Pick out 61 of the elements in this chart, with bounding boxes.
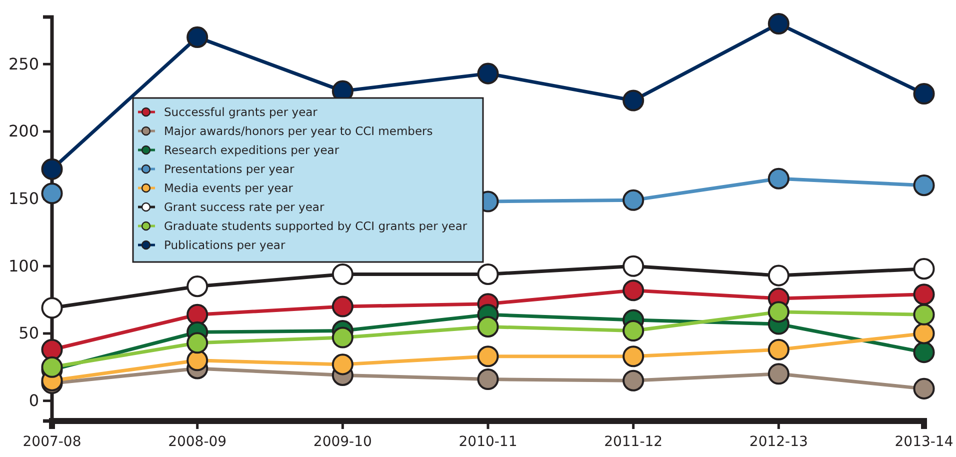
y-tick-label: 150 xyxy=(8,188,39,208)
point xyxy=(913,83,935,105)
point xyxy=(477,346,499,368)
point xyxy=(41,182,63,204)
point xyxy=(186,350,208,372)
point xyxy=(186,332,208,354)
point xyxy=(622,346,644,368)
y-tick-label: 100 xyxy=(8,256,39,276)
point xyxy=(186,304,208,326)
point xyxy=(913,174,935,196)
legend-label: Grant success rate per year xyxy=(164,200,324,214)
point xyxy=(768,363,790,385)
point xyxy=(41,356,63,378)
point xyxy=(768,168,790,190)
x-tick-label: 2013-14 xyxy=(894,434,954,450)
y-tick-label: 250 xyxy=(8,54,39,74)
legend-label: Major awards/honors per year to CCI members xyxy=(164,124,433,138)
point xyxy=(41,297,63,319)
point xyxy=(332,263,354,285)
point xyxy=(913,378,935,400)
point xyxy=(332,354,354,376)
legend-label: Publications per year xyxy=(164,238,286,252)
point xyxy=(768,264,790,286)
point xyxy=(41,338,63,360)
y-tick-label: 0 xyxy=(28,390,39,410)
point xyxy=(622,90,644,112)
point xyxy=(477,316,499,338)
point xyxy=(622,280,644,302)
point xyxy=(768,12,790,34)
point xyxy=(913,322,935,344)
point xyxy=(41,158,63,180)
x-tick-label: 2008-09 xyxy=(168,434,227,450)
y-tick-label: 200 xyxy=(8,122,39,141)
x-tick-label: 2011-12 xyxy=(604,434,663,450)
point xyxy=(622,320,644,342)
point xyxy=(622,255,644,277)
legend-label: Graduate students supported by CCI grants per year xyxy=(164,219,468,234)
point xyxy=(622,189,644,211)
x-tick-label: 2007-08 xyxy=(22,434,82,450)
point xyxy=(768,301,790,323)
y-tick-label: 50 xyxy=(18,324,39,343)
point xyxy=(186,276,208,298)
x-tick-label: 2012-13 xyxy=(749,434,808,450)
legend-label: Media events per year xyxy=(164,181,294,196)
point xyxy=(477,368,499,390)
point xyxy=(332,326,354,348)
point xyxy=(186,26,208,48)
point xyxy=(477,263,499,285)
legend-label: Successful grants per year xyxy=(164,105,318,120)
point xyxy=(913,342,935,364)
point xyxy=(913,304,935,326)
point xyxy=(768,338,790,360)
point xyxy=(622,370,644,392)
x-tick-label: 2010-11 xyxy=(458,434,518,450)
x-tick-label: 2009-10 xyxy=(313,434,372,450)
point xyxy=(913,258,935,280)
legend-label: Research expeditions per year xyxy=(164,143,340,158)
point xyxy=(913,284,935,306)
point xyxy=(332,296,354,318)
point xyxy=(477,62,499,84)
legend-label: Presentations per year xyxy=(164,162,295,176)
